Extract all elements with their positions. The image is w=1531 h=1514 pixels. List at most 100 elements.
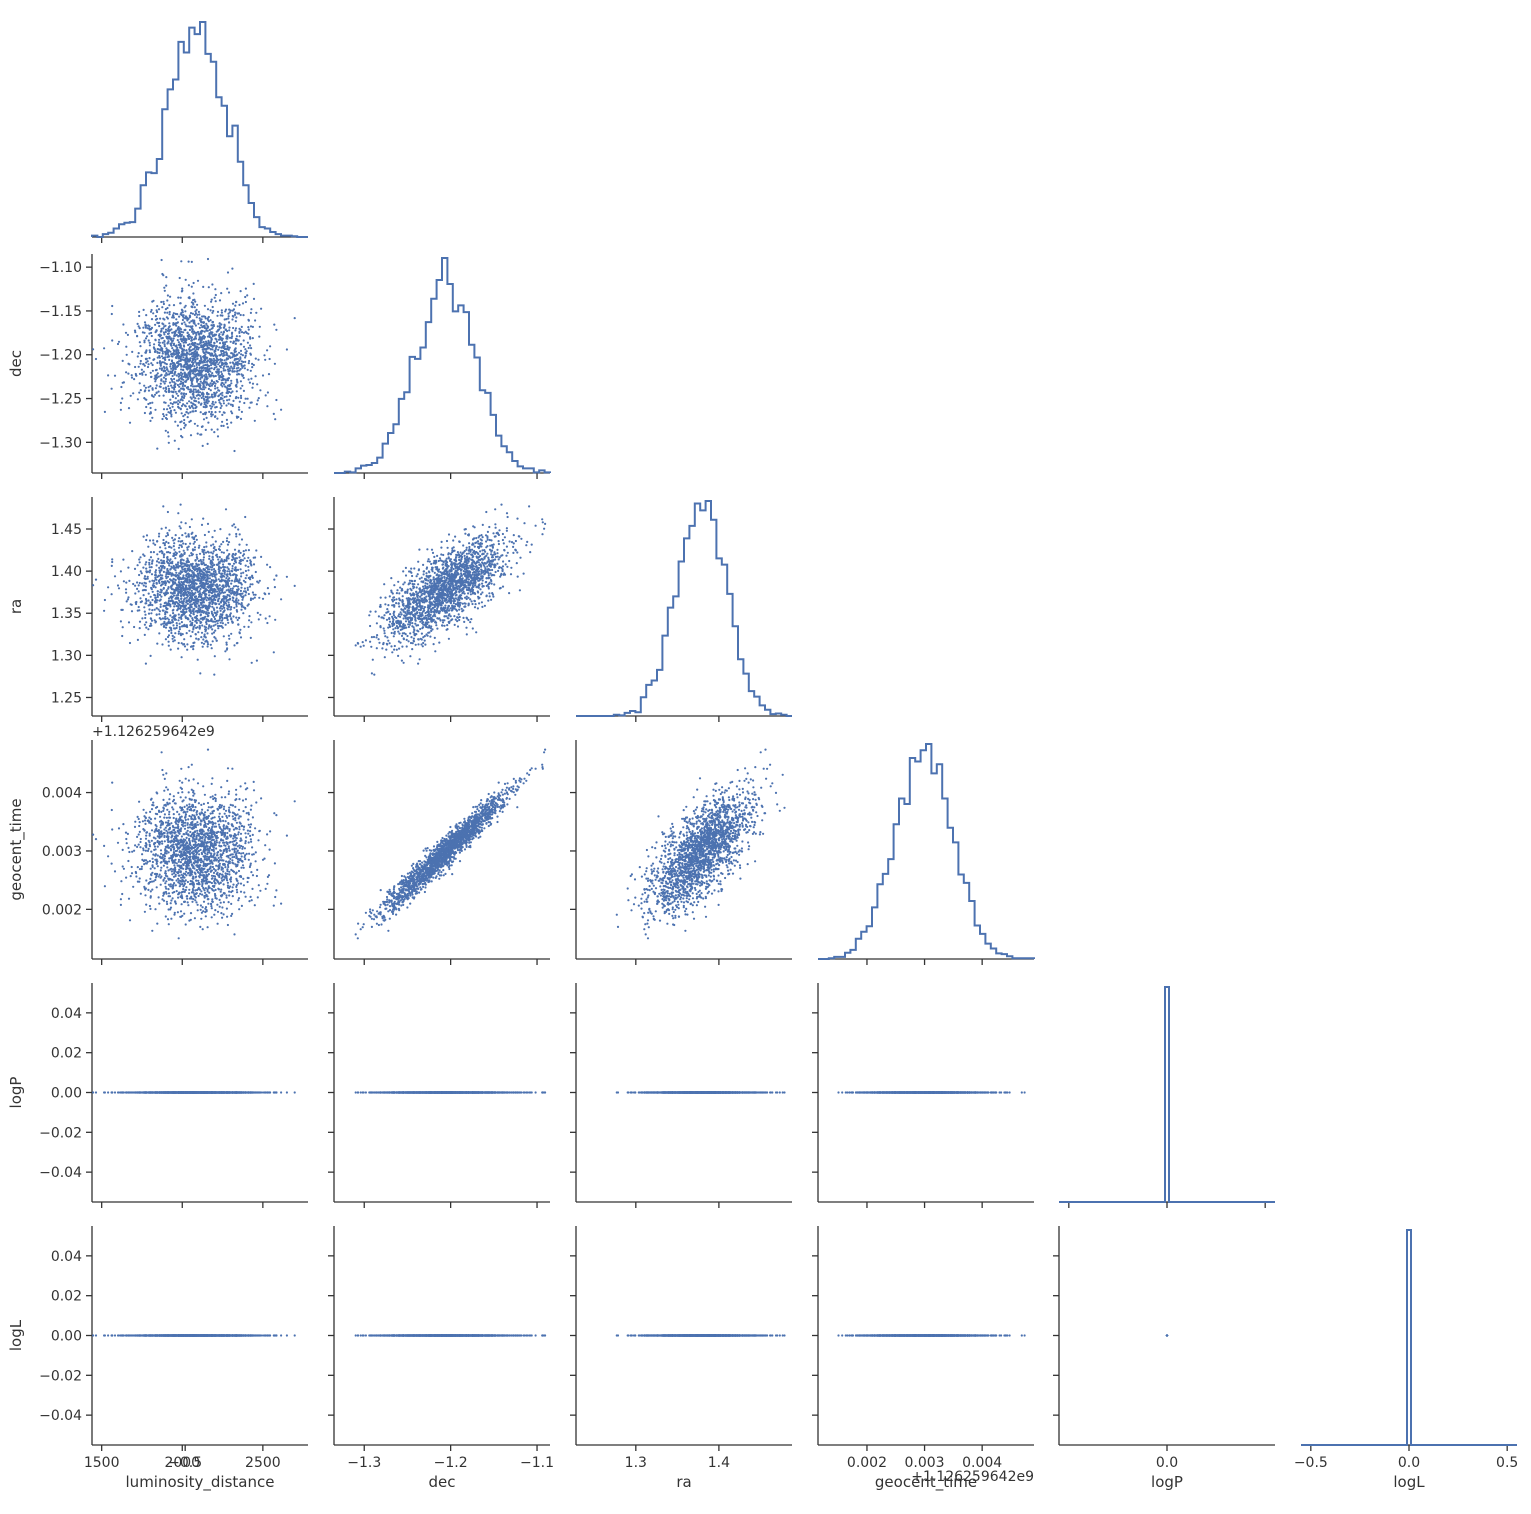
scatter-point [225, 577, 227, 579]
scatter-point [244, 557, 246, 559]
scatter-point [166, 312, 168, 314]
scatter-point [95, 579, 97, 581]
scatter-point [190, 635, 192, 637]
scatter-point [216, 611, 218, 613]
scatter-point [107, 586, 109, 588]
scatter-point [95, 358, 97, 360]
scatter-point [164, 544, 166, 546]
scatter-point [179, 626, 181, 628]
scatter-point [218, 572, 220, 574]
scatter-point [114, 575, 116, 577]
scatter-point [387, 604, 389, 606]
scatter-point [228, 601, 230, 603]
scatter-point [196, 576, 198, 578]
scatter-point [185, 575, 187, 577]
scatter-point [158, 344, 160, 346]
scatter-point [153, 551, 155, 553]
scatter-point [216, 406, 218, 408]
scatter-point [228, 658, 230, 660]
scatter-point [179, 373, 181, 375]
scatter-point [139, 341, 141, 343]
scatter-point [144, 614, 146, 616]
scatter-point [157, 348, 159, 350]
scatter-point [167, 294, 169, 296]
scatter-point [201, 330, 203, 332]
scatter-point [143, 582, 145, 584]
scatter-point [255, 549, 257, 551]
scatter-point [175, 357, 177, 359]
scatter-point [219, 569, 221, 571]
scatter-point [128, 621, 130, 623]
scatter-point [413, 638, 415, 640]
scatter-point [147, 576, 149, 578]
scatter-point [200, 320, 202, 322]
scatter-point [191, 398, 193, 400]
scatter-point [145, 406, 147, 408]
scatter-point [238, 339, 240, 341]
scatter-point [178, 633, 180, 635]
scatter-point [205, 396, 207, 398]
scatter-point [165, 276, 167, 278]
scatter-point [130, 603, 132, 605]
scatter-point [149, 539, 151, 541]
scatter-point [188, 372, 190, 374]
scatter-point [201, 573, 203, 575]
scatter-point [200, 636, 202, 638]
scatter-point [226, 378, 228, 380]
scatter-point [186, 626, 188, 628]
scatter-point [219, 584, 221, 586]
scatter-point [178, 577, 180, 579]
scatter-point [192, 342, 194, 344]
scatter-point [472, 525, 474, 527]
scatter-point [170, 345, 172, 347]
scatter-point [234, 567, 236, 569]
scatter-point [486, 553, 488, 555]
scatter-point [202, 518, 204, 520]
scatter-point [213, 325, 215, 327]
scatter-point [127, 363, 129, 365]
scatter-point [237, 586, 239, 588]
scatter-point [215, 540, 217, 542]
scatter-point [235, 576, 237, 578]
scatter-point [190, 612, 192, 614]
scatter-point [228, 577, 230, 579]
scatter-point [158, 308, 160, 310]
scatter-point [181, 405, 183, 407]
scatter-point [390, 645, 392, 647]
scatter-point [240, 343, 242, 345]
scatter-point [195, 362, 197, 364]
scatter-point [231, 370, 233, 372]
scatter-point [155, 601, 157, 603]
scatter-point [191, 383, 193, 385]
scatter-point [214, 570, 216, 572]
scatter-point [175, 345, 177, 347]
scatter-point [208, 581, 210, 583]
scatter-point [140, 601, 142, 603]
scatter-point [190, 388, 192, 390]
scatter-point [369, 611, 371, 613]
scatter-point [202, 638, 204, 640]
scatter-point [483, 565, 485, 567]
scatter-point [170, 385, 172, 387]
scatter-point [254, 420, 256, 422]
scatter-point [186, 649, 188, 651]
scatter-point [144, 611, 146, 613]
scatter-point [125, 346, 127, 348]
scatter-point [218, 567, 220, 569]
scatter-point [182, 382, 184, 384]
scatter-point [177, 605, 179, 607]
scatter-point [144, 563, 146, 565]
scatter-point [171, 391, 173, 393]
scatter-point [440, 619, 442, 621]
scatter-point [482, 579, 484, 581]
scatter-point [205, 573, 207, 575]
scatter-point [138, 352, 140, 354]
scatter-point [191, 532, 193, 534]
scatter-point [130, 395, 132, 397]
scatter-point [167, 411, 169, 413]
scatter-point [171, 575, 173, 577]
scatter-point [187, 332, 189, 334]
scatter-point [144, 412, 146, 414]
scatter-point [255, 375, 257, 377]
scatter-point [262, 598, 264, 600]
